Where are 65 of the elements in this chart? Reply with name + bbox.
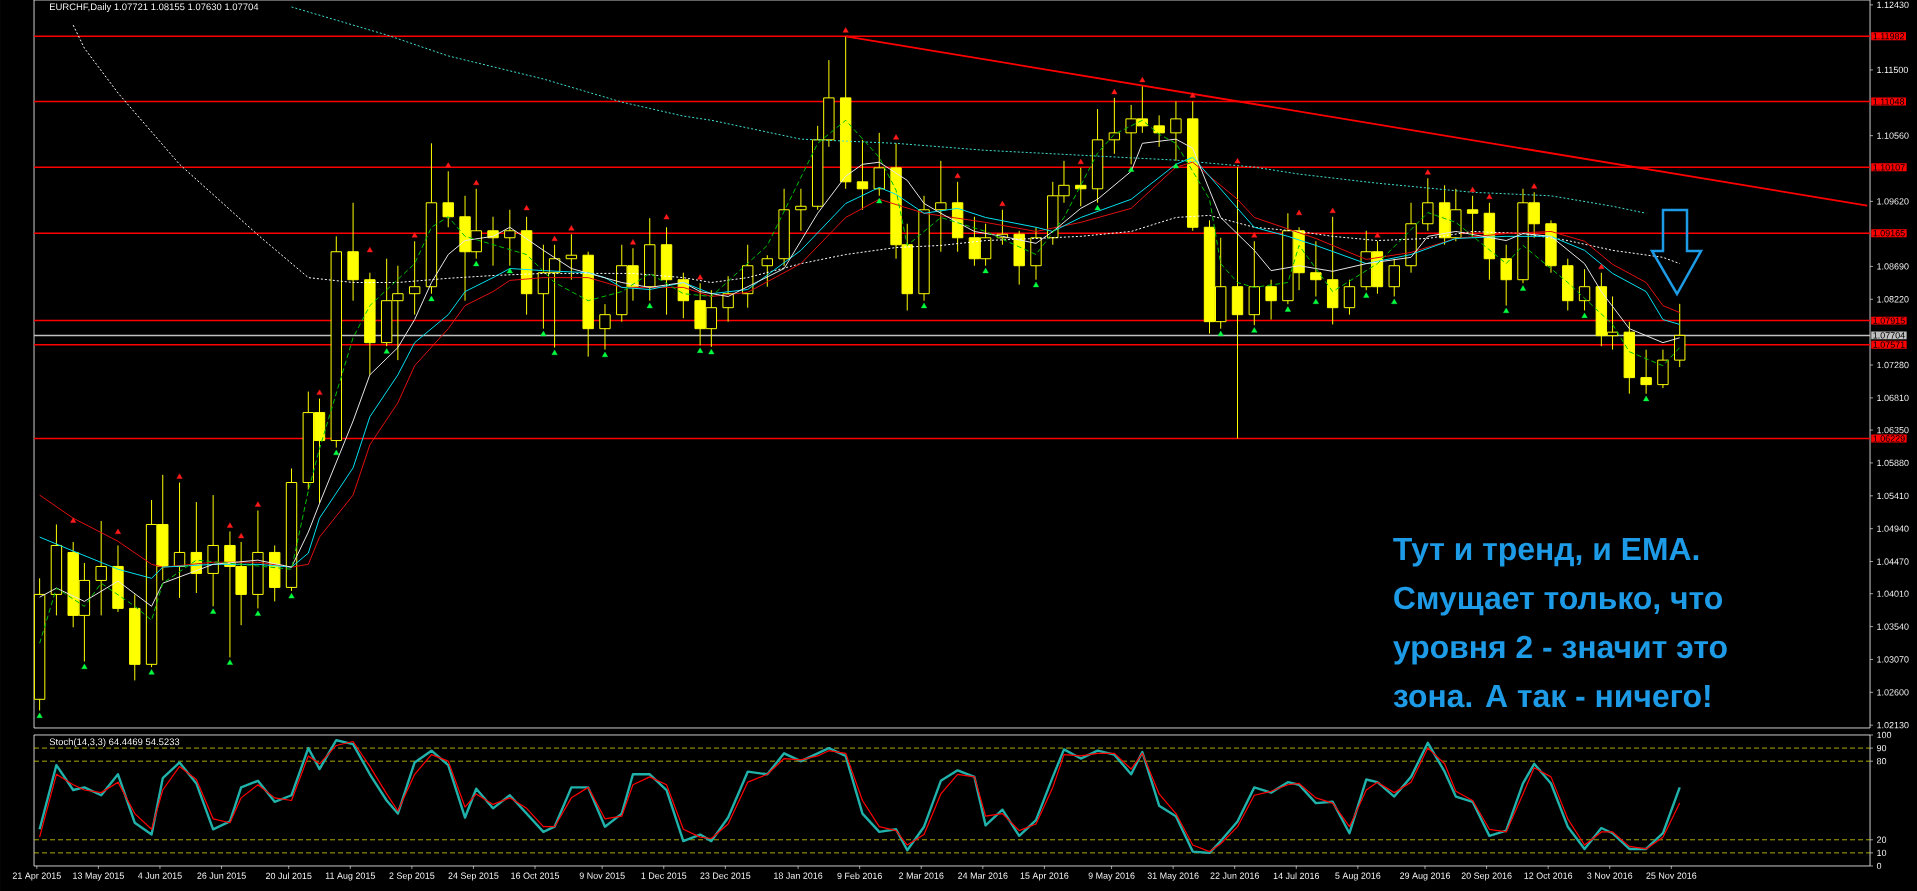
ref-line-label: 1.06229 <box>1873 435 1905 442</box>
x-tick-label: 26 Jun 2015 <box>197 872 246 879</box>
x-tick-label: 9 May 2016 <box>1088 872 1135 881</box>
y-tick-label: 1.02130 <box>1877 722 1909 729</box>
chart-title: Stoch(14,3,3) 64.4469 54.5233 <box>49 738 180 747</box>
x-tick-label: 9 Feb 2016 <box>837 872 882 880</box>
annotation: Смущает только, что <box>1394 586 1723 616</box>
ref-line-label: 1.09165 <box>1873 230 1905 237</box>
y-tick-label: 80 <box>1876 758 1887 765</box>
x-tick-label: 22 Jun 2016 <box>1210 872 1259 879</box>
y-tick-label: 90 <box>1876 744 1887 752</box>
x-tick-label: 3 Nov 2016 <box>1587 872 1633 879</box>
y-tick-label: 1.10560 <box>1877 132 1909 139</box>
y-tick-label: 0 <box>1876 862 1882 870</box>
x-tick-label: 1 Dec 2015 <box>641 872 687 879</box>
ref-line-label: 1.07704 <box>1873 332 1905 339</box>
y-tick-label: 1.12430 <box>1877 1 1909 9</box>
annotation: зона. А так - ничего! <box>1393 685 1710 708</box>
x-tick-label: 5 Aug 2016 <box>1335 872 1381 881</box>
y-tick-label: 1.08220 <box>1877 296 1909 303</box>
ref-line-label: 1.07571 <box>1873 341 1905 348</box>
x-tick-label: 16 Oct 2015 <box>511 872 560 879</box>
y-tick-label: 1.03540 <box>1877 623 1909 630</box>
x-tick-label: 23 Dec 2015 <box>700 872 751 879</box>
x-tick-label: 24 Sep 2015 <box>448 872 499 881</box>
x-tick-label: 11 Aug 2015 <box>325 872 375 881</box>
annotation: Тут и тренд, и EMA. <box>1393 538 1699 567</box>
y-tick-label: 1.09620 <box>1877 198 1909 205</box>
y-tick-label: 100 <box>1877 731 1892 739</box>
y-tick-label: 1.04940 <box>1877 525 1909 532</box>
ref-line-label: 1.07915 <box>1873 317 1905 324</box>
y-tick-label: 1.03070 <box>1877 656 1909 663</box>
annotation: уровня 2 - значит это <box>1393 635 1727 665</box>
x-tick-label: 20 Sep 2016 <box>1461 872 1512 881</box>
ref-line-label: 1.10107 <box>1873 164 1905 171</box>
x-tick-label: 2 Mar 2016 <box>899 872 944 879</box>
y-tick-label: 1.06810 <box>1877 394 1909 402</box>
x-tick-label: 25 Nov 2016 <box>1646 872 1697 879</box>
y-tick-label: 1.04010 <box>1877 590 1909 597</box>
x-tick-label: 20 Jul 2015 <box>265 872 312 880</box>
y-tick-label: 1.06350 <box>1877 426 1909 434</box>
y-tick-label: 1.02600 <box>1877 689 1909 696</box>
x-tick-label: 21 Apr 2015 <box>12 872 61 881</box>
y-tick-label: 1.04470 <box>1877 558 1909 565</box>
x-tick-label: 24 Mar 2016 <box>958 872 1008 879</box>
x-tick-label: 31 May 2016 <box>1147 872 1199 881</box>
y-tick-label: 1.11500 <box>1877 66 1908 74</box>
x-tick-label: 18 Jan 2016 <box>774 872 823 879</box>
x-tick-label: 4 Jun 2015 <box>137 872 182 879</box>
y-tick-label: 10 <box>1877 849 1887 857</box>
y-tick-label: 1.05410 <box>1877 492 1909 499</box>
x-tick-label: 2 Sep 2015 <box>389 872 435 881</box>
y-tick-label: 1.08690 <box>1877 263 1909 270</box>
y-tick-label: 20 <box>1877 836 1887 843</box>
x-tick-label: 15 Apr 2016 <box>1020 872 1069 881</box>
y-tick-label: 1.07280 <box>1877 361 1909 369</box>
x-tick-label: 29 Aug 2016 <box>1400 872 1451 881</box>
chart-title: EURCHF,Daily 1.07721 1.08155 1.07630 1.07704 <box>50 3 259 12</box>
ref-line-label: 1.11048 <box>1873 98 1905 105</box>
x-tick-label: 9 Nov 2015 <box>579 872 625 879</box>
x-tick-label: 12 Oct 2016 <box>1524 872 1573 879</box>
y-tick-label: 1.05880 <box>1877 459 1909 467</box>
x-tick-label: 13 May 2015 <box>73 872 124 881</box>
ref-line-label: 1.11982 <box>1873 33 1905 40</box>
x-tick-label: 14 Jul 2016 <box>1273 872 1320 880</box>
